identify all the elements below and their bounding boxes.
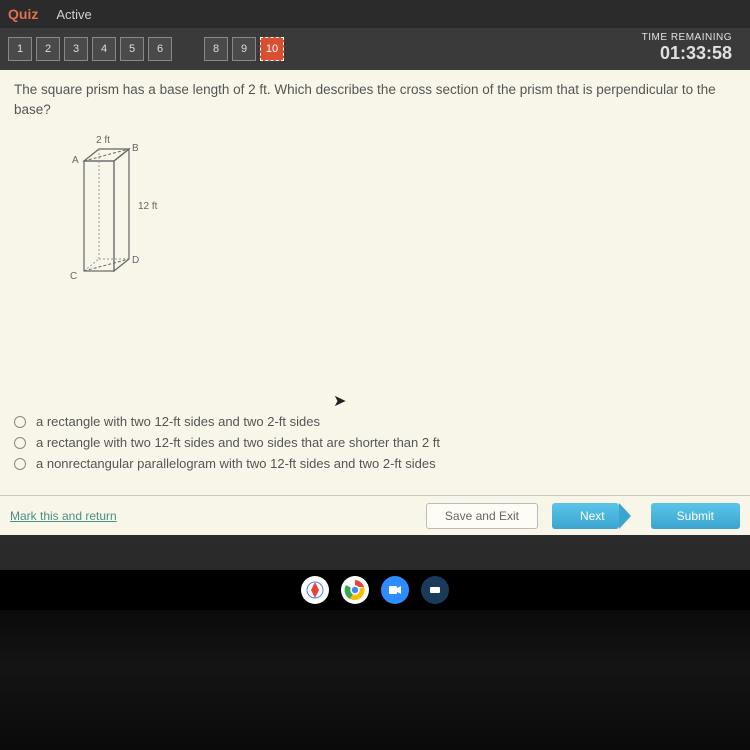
quiz-label: Quiz [8,6,38,22]
timer-value: 01:33:58 [642,43,732,64]
diagram-label-side: 12 ft [138,201,157,212]
q-nav-10-current[interactable]: 10 [260,37,284,61]
dock-app-1-icon[interactable] [301,576,329,604]
answer-text-a: a rectangle with two 12-ft sides and two… [36,414,320,429]
question-text: The square prism has a base length of 2 … [14,80,736,121]
cursor-icon: ➤ [333,391,346,411]
answer-text-b: a rectangle with two 12-ft sides and two… [36,435,440,450]
vertex-d: D [132,255,139,266]
q-nav-1[interactable]: 1 [8,37,32,61]
dock-app-4-icon[interactable] [421,576,449,604]
answer-option-c[interactable]: a nonrectangular parallelogram with two … [14,456,440,471]
quiz-screen: Quiz Active 1 2 3 4 5 6 8 9 10 TIME REMA… [0,0,750,570]
laptop-body [0,610,750,750]
prism-diagram: 2 ft 12 ft A B C D [54,141,194,301]
dock-video-icon[interactable] [381,576,409,604]
q-nav-2[interactable]: 2 [36,37,60,61]
active-tab-label[interactable]: Active [56,7,91,22]
q-nav-4[interactable]: 4 [92,37,116,61]
next-button[interactable]: Next [552,503,619,529]
footer-buttons: Save and Exit Next Submit [426,503,740,529]
answer-text-c: a nonrectangular parallelogram with two … [36,456,436,471]
top-bar: Quiz Active [0,0,750,28]
radio-icon[interactable] [14,458,26,470]
answer-options: a rectangle with two 12-ft sides and two… [14,414,440,477]
answer-option-a[interactable]: a rectangle with two 12-ft sides and two… [14,414,440,429]
save-exit-button[interactable]: Save and Exit [426,503,538,529]
vertex-b: B [132,143,139,154]
q-nav-9[interactable]: 9 [232,37,256,61]
question-nav: 1 2 3 4 5 6 8 9 10 TIME REMAINING 01:33:… [0,28,750,70]
answer-option-b[interactable]: a rectangle with two 12-ft sides and two… [14,435,440,450]
q-nav-6[interactable]: 6 [148,37,172,61]
diagram-label-top: 2 ft [96,135,110,146]
q-nav-8[interactable]: 8 [204,37,228,61]
timer-label: TIME REMAINING [642,32,732,43]
vertex-a: A [72,155,79,166]
question-content: The square prism has a base length of 2 … [0,70,750,535]
q-nav-3[interactable]: 3 [64,37,88,61]
content-footer: Mark this and return Save and Exit Next … [0,495,750,535]
radio-icon[interactable] [14,416,26,428]
q-nav-5[interactable]: 5 [120,37,144,61]
timer: TIME REMAINING 01:33:58 [642,32,732,64]
vertex-c: C [70,271,77,282]
os-taskbar [0,570,750,610]
mark-return-link[interactable]: Mark this and return [10,509,117,523]
submit-button[interactable]: Submit [651,503,740,529]
radio-icon[interactable] [14,437,26,449]
dock-chrome-icon[interactable] [341,576,369,604]
